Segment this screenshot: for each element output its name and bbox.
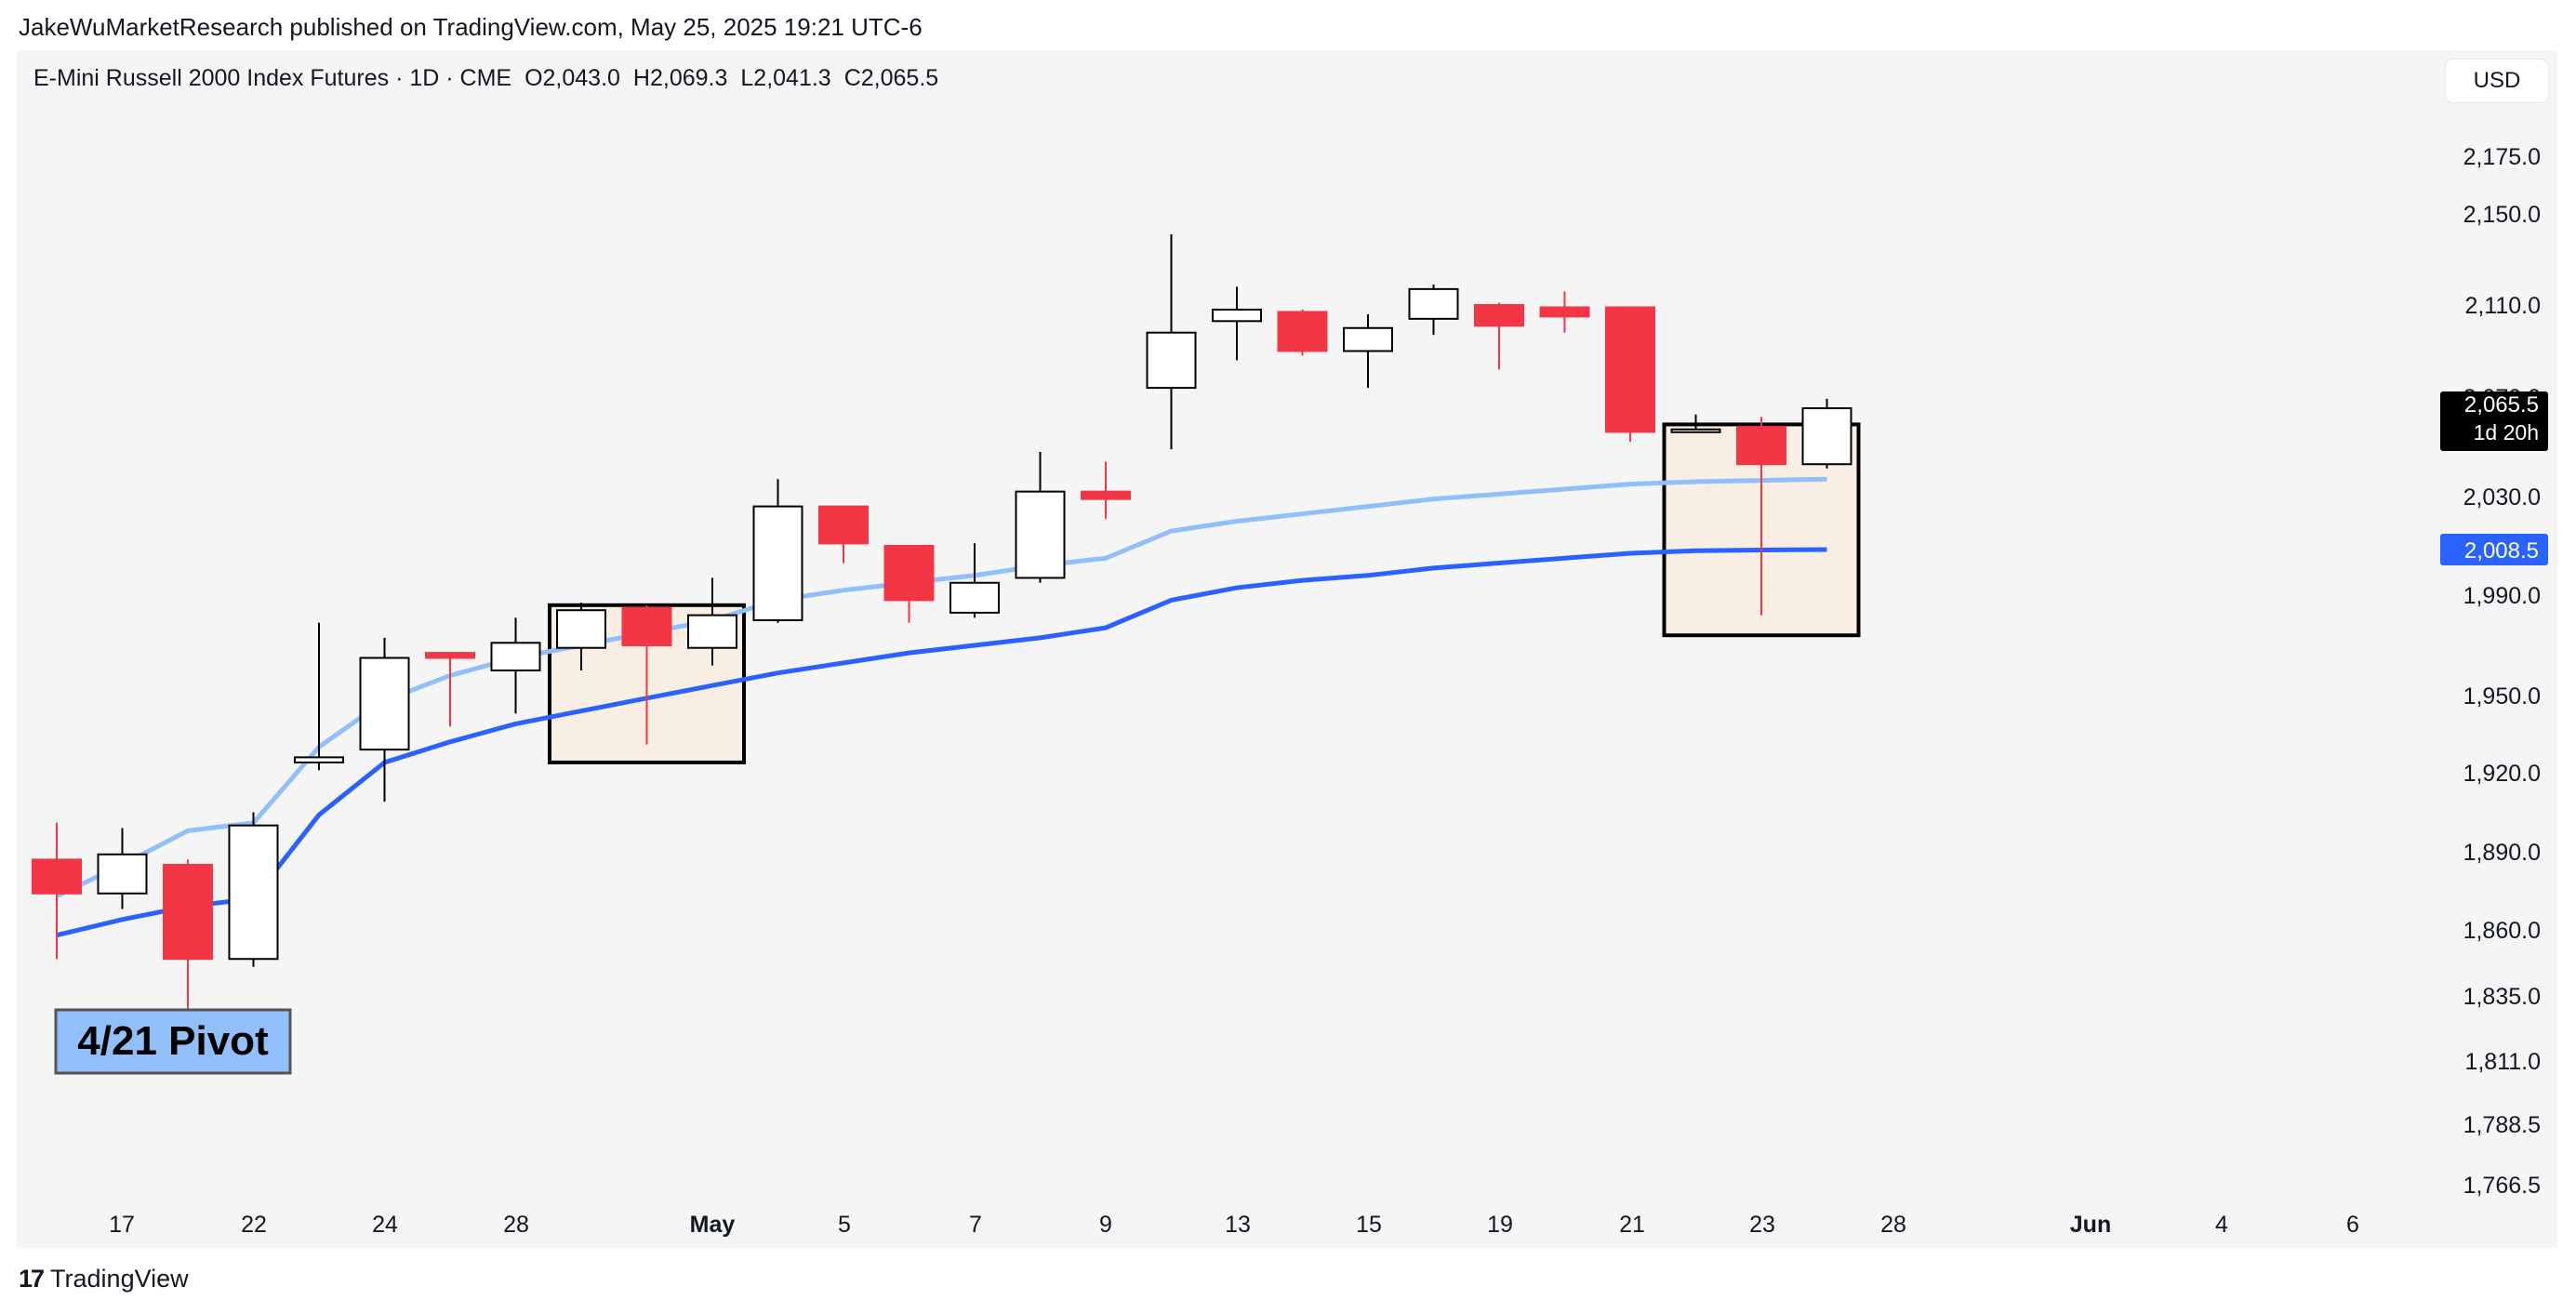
candle-body[interactable]: [556, 609, 606, 649]
candle-body[interactable]: [1277, 311, 1328, 352]
y-axis-tick-label: 1,811.0: [2464, 1049, 2541, 1075]
x-axis-tick-label: 19: [1487, 1212, 1513, 1238]
chart-panel[interactable]: [17, 50, 2557, 1248]
currency-button[interactable]: USD: [2446, 60, 2548, 102]
candle-body[interactable]: [163, 864, 213, 961]
candle-body[interactable]: [1539, 306, 1590, 318]
candle-body[interactable]: [1212, 308, 1262, 323]
y-axis-tick-label: 1,950.0: [2463, 683, 2541, 710]
x-axis-tick-label: 22: [241, 1212, 267, 1238]
y-axis-tick-label: 1,920.0: [2463, 761, 2541, 787]
candle-body[interactable]: [97, 853, 148, 895]
candle-body[interactable]: [1670, 428, 1721, 433]
x-axis-tick-label: 17: [109, 1212, 135, 1238]
ema-fast-line: [55, 476, 1827, 898]
symbol-legend: E-Mini Russell 2000 Index Futures · 1D ·…: [33, 65, 951, 92]
candle-body[interactable]: [883, 545, 935, 602]
candle-body[interactable]: [425, 652, 475, 659]
symbol-name[interactable]: E-Mini Russell 2000 Index Futures · 1D ·…: [33, 65, 512, 91]
candle-body[interactable]: [621, 606, 672, 646]
candle-body[interactable]: [687, 614, 737, 649]
x-axis-tick-label: 23: [1749, 1212, 1775, 1238]
candle-body[interactable]: [1801, 407, 1852, 466]
x-axis-tick-label: 24: [372, 1212, 398, 1238]
last-price-value: 2,065.5: [2464, 392, 2539, 418]
candle-body[interactable]: [490, 642, 541, 671]
x-axis-tick-label: 28: [503, 1212, 529, 1238]
candle-body[interactable]: [294, 756, 344, 763]
x-axis-tick-label: 5: [838, 1212, 851, 1238]
candle-body[interactable]: [1408, 287, 1459, 320]
brand-name: TradingView: [50, 1265, 189, 1293]
last-price-tag: [2440, 391, 2548, 452]
x-axis-tick-label: 28: [1880, 1212, 1906, 1238]
ema-slow-line: [56, 547, 1827, 938]
x-axis-tick-label: 6: [2346, 1212, 2359, 1238]
y-axis-tick-label: 1,860.0: [2463, 918, 2541, 944]
pivot-label-text: 4/21 Pivot: [77, 1018, 269, 1064]
ohlc-close: C2,065.5: [843, 65, 939, 91]
y-axis-tick-label: 2,110.0: [2464, 293, 2541, 319]
y-axis-tick-label: 2,030.0: [2463, 484, 2541, 511]
candle-body[interactable]: [752, 505, 803, 621]
pivot-label-box: [54, 1008, 292, 1075]
ohlc-open: O2,043.0: [524, 65, 620, 91]
x-axis-tick-label: May: [690, 1212, 736, 1238]
x-axis-tick-label: 15: [1356, 1212, 1382, 1238]
tradingview-logo-icon: 17: [19, 1265, 45, 1293]
candle-body[interactable]: [1146, 331, 1197, 390]
x-axis-tick-label: 21: [1619, 1212, 1645, 1238]
ema-price-tag: [2440, 533, 2548, 565]
x-axis-tick-label: 9: [1099, 1212, 1112, 1238]
candle-body[interactable]: [1015, 490, 1066, 579]
ema-price-value: 2,008.5: [2464, 538, 2539, 564]
candle-body[interactable]: [32, 858, 82, 895]
candle-body[interactable]: [1343, 326, 1393, 352]
y-axis-tick-label: 1,788.5: [2463, 1112, 2541, 1138]
y-axis-tick-label: 1,890.0: [2463, 840, 2541, 866]
published-line: JakeWuMarketResearch published on Tradin…: [19, 13, 923, 41]
y-axis-tick-label: 2,175.0: [2463, 144, 2541, 170]
x-axis-tick-label: 7: [969, 1212, 982, 1238]
candle-body[interactable]: [228, 824, 279, 961]
ohlc-high: H2,069.3: [632, 65, 728, 91]
candle-body[interactable]: [1081, 490, 1131, 500]
footer: 17 TradingView: [19, 1265, 189, 1293]
candle-body[interactable]: [818, 505, 869, 545]
y-axis-tick-label: 2,150.0: [2463, 202, 2541, 228]
candle-body[interactable]: [359, 656, 410, 751]
x-axis-tick-label: Jun: [2070, 1212, 2111, 1238]
y-axis-tick-label: 1,766.5: [2463, 1173, 2541, 1199]
last-price-countdown: 1d 20h: [2474, 420, 2539, 444]
y-axis-tick-label: 1,835.0: [2463, 984, 2541, 1010]
y-axis-tick-label: 1,990.0: [2463, 583, 2541, 609]
candle-body[interactable]: [1474, 304, 1524, 327]
candle-body[interactable]: [1736, 426, 1786, 466]
x-axis-tick-label: 13: [1225, 1212, 1251, 1238]
x-axis-tick-label: 4: [2215, 1212, 2228, 1238]
candle-body[interactable]: [1605, 306, 1655, 433]
candle-body[interactable]: [949, 581, 1000, 614]
ohlc-low: L2,041.3: [740, 65, 831, 91]
